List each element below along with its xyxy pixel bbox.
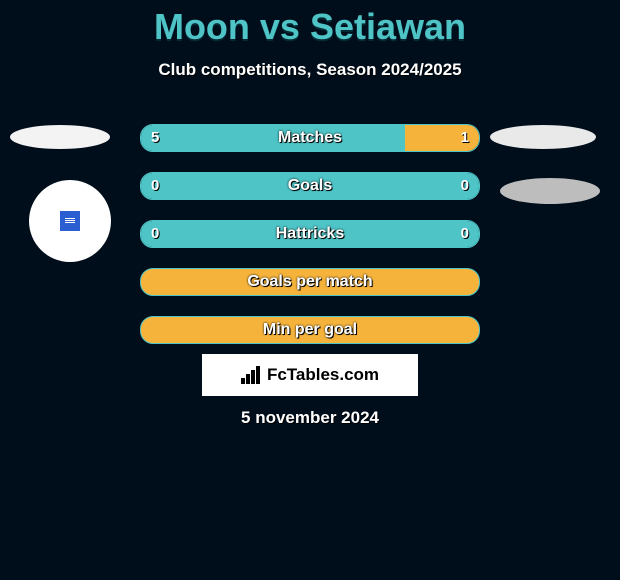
stat-bars: Matches51Goals00Hattricks00Goals per mat… xyxy=(140,124,480,364)
brand-box: FcTables.com xyxy=(202,354,418,396)
brand-text: FcTables.com xyxy=(267,365,379,385)
bar-label: Hattricks xyxy=(141,221,479,247)
bar-label: Matches xyxy=(141,125,479,151)
bar-value-left: 0 xyxy=(151,173,159,199)
bar-value-right: 0 xyxy=(461,221,469,247)
bar-label: Goals per match xyxy=(141,269,479,295)
stat-bar: Goals per match xyxy=(140,268,480,296)
date-text: 5 november 2024 xyxy=(0,408,620,428)
bar-label: Goals xyxy=(141,173,479,199)
stat-bar: Matches5 1 xyxy=(140,124,480,152)
bar-value-left: 0 xyxy=(151,221,159,247)
bar-label: Min per goal xyxy=(141,317,479,343)
side-ellipse xyxy=(490,125,596,149)
brand-icon xyxy=(241,366,263,384)
stat-bar: Min per goal xyxy=(140,316,480,344)
subtitle: Club competitions, Season 2024/2025 xyxy=(0,60,620,80)
stat-bar: Hattricks0 0 xyxy=(140,220,480,248)
page-title: Moon vs Setiawan xyxy=(0,0,620,48)
club-badge-left xyxy=(29,180,111,262)
bar-value-right: 0 xyxy=(461,173,469,199)
side-ellipse xyxy=(500,178,600,204)
bar-value-left: 5 xyxy=(151,125,159,151)
bar-value-right: 1 xyxy=(461,125,469,151)
stat-bar: Goals0 0 xyxy=(140,172,480,200)
side-ellipse xyxy=(10,125,110,149)
